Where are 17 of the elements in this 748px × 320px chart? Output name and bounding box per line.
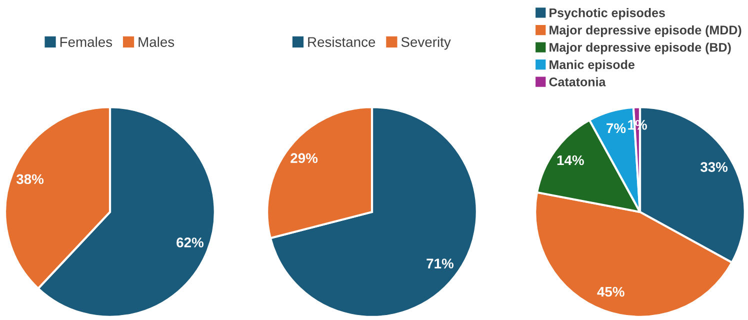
legend-label: Catatonia [549, 77, 606, 86]
data-label: 62% [176, 238, 204, 248]
data-label: 45% [597, 286, 624, 297]
legend-label: Major depressive episode (BD) [550, 42, 731, 54]
legend-label: Severity [401, 36, 451, 50]
data-label: 14% [557, 155, 584, 166]
legend-label: Major depressive episode (MDD) [550, 25, 742, 37]
data-label: 7% [606, 123, 626, 134]
legend-label: Psychotic episodes [550, 8, 665, 20]
legend-label: Resistance [308, 36, 376, 47]
legend-label: Females [60, 36, 112, 47]
legend-label: Males [138, 36, 174, 47]
data-label: 71% [426, 258, 454, 268]
data-label: 29% [290, 153, 318, 164]
legend-label: Manic episode [550, 60, 634, 72]
data-label: 33% [700, 162, 728, 172]
data-label: 38% [16, 174, 44, 184]
